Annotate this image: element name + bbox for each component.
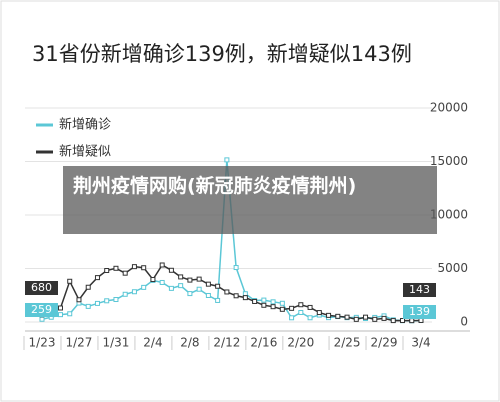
point [150,277,156,283]
watermark-text: 荆州疫情网购(新冠肺炎疫情荆州) [73,175,357,197]
point [178,274,184,280]
point [76,297,82,303]
point [187,291,193,297]
y-tick-label: 15000 [430,154,468,168]
point [85,284,91,290]
x-tick-label: 1/27 [65,336,92,350]
value-label: 680 [31,281,52,294]
point [326,312,332,318]
point [122,291,128,297]
x-tick-label: 2/16 [250,336,277,350]
point [390,318,396,324]
legend-label: 新增疑似 [59,144,111,160]
value-label-box [25,303,58,317]
x-tick-label: 2/12 [213,336,240,350]
point [418,317,424,323]
watermark: 荆州疫情网购(新冠肺炎疫情荆州) [63,166,437,234]
legend-label: 新增确诊 [59,117,111,133]
point [363,314,369,320]
point [307,315,313,321]
point [39,316,45,322]
point [233,265,239,271]
point [261,302,267,308]
point [141,284,147,290]
point [168,285,174,291]
point [381,315,387,321]
value-label: 143 [409,283,430,296]
point [196,276,202,282]
x-tick-label: 2/29 [371,336,398,350]
point [270,304,276,310]
point [187,277,193,283]
point [298,309,304,315]
x-tick-label: 2/8 [180,336,199,350]
point [205,292,211,298]
value-label-box [25,281,58,295]
x-tick-label: 1/23 [29,336,56,350]
value-label-box [403,305,436,319]
point [94,300,100,306]
point [122,270,128,276]
point [205,281,211,287]
point [113,265,119,271]
point [261,297,267,303]
x-tick-label: 2/4 [143,336,162,350]
point [196,286,202,292]
y-tick-label: 0 [460,315,468,329]
point [141,265,147,271]
point [159,279,165,285]
x-tick-label: 1/31 [102,336,129,350]
value-label-box [403,283,436,297]
point [270,299,276,305]
point [131,264,137,270]
point [67,278,73,284]
point [67,311,73,317]
x-tick-label: 3/4 [411,336,430,350]
point [400,317,406,323]
point [289,315,295,321]
point [224,289,230,295]
point [159,262,165,268]
x-tick-label: 2/25 [334,336,361,350]
point [289,305,295,311]
point [335,313,341,319]
point [104,268,110,274]
y-tick-label: 5000 [437,261,468,275]
point [298,302,304,308]
point [252,298,258,304]
point [57,305,63,311]
x-tick-label: 2/20 [287,336,314,350]
point [279,300,285,306]
y-tick-label: 10000 [430,208,468,222]
value-label: 139 [409,305,430,318]
point [94,275,100,281]
point [224,157,230,163]
point [104,298,110,304]
point [316,310,322,316]
point [85,303,91,309]
point [215,297,221,303]
point [344,314,350,320]
point [215,283,221,289]
point [372,316,378,322]
chart-title: 31省份新增确诊139例，新增疑似143例 [32,42,412,66]
y-tick-label: 20000 [430,101,468,115]
value-label: 259 [31,303,52,316]
point [409,318,415,324]
point [178,283,184,289]
point [279,306,285,312]
point [353,316,359,322]
point [168,267,174,273]
point [131,289,137,295]
point [113,297,119,303]
point [57,312,63,318]
point [307,304,313,310]
point [242,295,248,301]
point [233,293,239,299]
